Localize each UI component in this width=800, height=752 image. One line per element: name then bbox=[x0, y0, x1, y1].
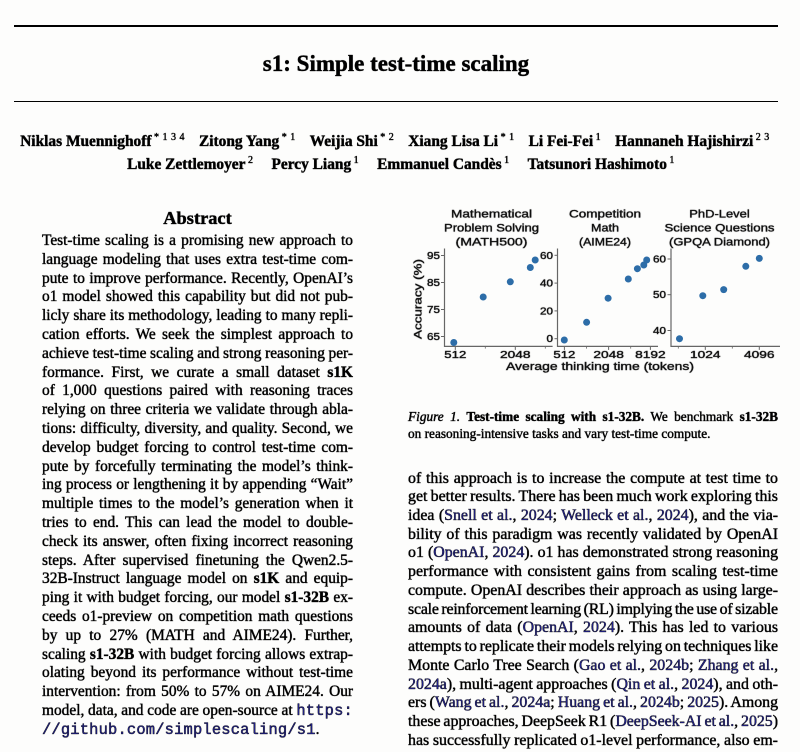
svg-text:75: 75 bbox=[427, 305, 441, 316]
svg-text:50: 50 bbox=[653, 290, 667, 301]
svg-text:(GPQA Diamond): (GPQA Diamond) bbox=[669, 237, 770, 249]
svg-text:(MATH500): (MATH500) bbox=[456, 237, 528, 249]
svg-text:60: 60 bbox=[653, 255, 667, 266]
svg-text:95: 95 bbox=[427, 251, 441, 262]
svg-text:2048: 2048 bbox=[593, 350, 624, 361]
svg-text:60: 60 bbox=[540, 251, 554, 262]
svg-text:Mathematical: Mathematical bbox=[451, 209, 532, 221]
svg-text:Science Questions: Science Questions bbox=[665, 223, 776, 235]
svg-text:Math: Math bbox=[591, 223, 619, 235]
svg-text:0: 0 bbox=[547, 334, 554, 345]
svg-text:1024: 1024 bbox=[690, 350, 721, 361]
svg-text:Competition: Competition bbox=[569, 209, 641, 221]
svg-text:85: 85 bbox=[427, 278, 441, 289]
svg-text:Problem Solving: Problem Solving bbox=[444, 223, 539, 235]
svg-text:4096: 4096 bbox=[744, 350, 775, 361]
svg-text:2048: 2048 bbox=[500, 350, 531, 361]
svg-text:Accuracy (%): Accuracy (%) bbox=[413, 259, 425, 339]
svg-text:40: 40 bbox=[653, 326, 667, 337]
svg-text:8192: 8192 bbox=[635, 350, 666, 361]
svg-text:512: 512 bbox=[553, 350, 576, 361]
svg-text:65: 65 bbox=[427, 332, 441, 343]
svg-text:PhD-Level: PhD-Level bbox=[689, 209, 750, 221]
svg-text:(AIME24): (AIME24) bbox=[579, 237, 631, 249]
svg-text:512: 512 bbox=[444, 350, 467, 361]
svg-text:Average thinking time (tokens): Average thinking time (tokens) bbox=[506, 361, 694, 373]
svg-text:40: 40 bbox=[540, 279, 554, 290]
svg-text:20: 20 bbox=[540, 306, 554, 317]
